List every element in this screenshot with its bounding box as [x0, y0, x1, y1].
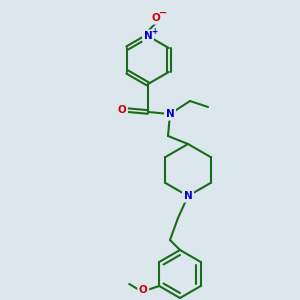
- Text: −: −: [159, 8, 167, 18]
- Text: N: N: [144, 31, 152, 41]
- Text: N: N: [166, 109, 174, 119]
- Text: O: O: [152, 13, 160, 23]
- Text: O: O: [139, 285, 148, 295]
- Text: N: N: [184, 191, 192, 201]
- Text: +: +: [151, 26, 157, 35]
- Text: O: O: [118, 105, 126, 115]
